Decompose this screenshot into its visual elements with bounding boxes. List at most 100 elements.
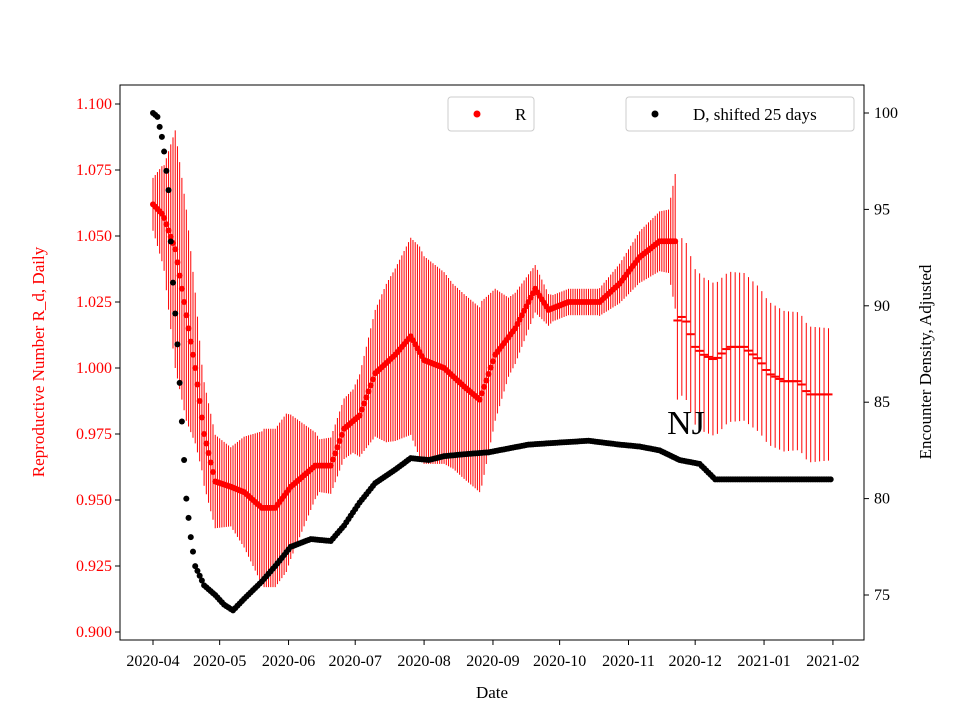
state-annotation: NJ: [667, 405, 705, 442]
left-y-tick-label: 0.975: [76, 426, 112, 443]
d-point: [183, 495, 190, 502]
legend-d: D, shifted 25 days: [625, 96, 855, 132]
r-point: [363, 394, 370, 401]
r-point: [181, 299, 188, 305]
r-point: [174, 259, 181, 266]
left-y-axis-label: Reproductive Number R_d, Daily: [29, 246, 48, 477]
left-y-tick-label: 0.950: [76, 492, 112, 509]
d-point: [165, 187, 172, 194]
left-y-tick-label: 1.100: [76, 96, 112, 113]
r-point: [356, 412, 363, 419]
r-point: [369, 376, 376, 383]
d-point: [169, 279, 176, 286]
d-point: [167, 238, 174, 245]
x-tick-label: 2020-04: [126, 653, 179, 670]
right-y-axis-label: Encounter Density, Adjusted: [916, 264, 935, 459]
r-point: [483, 377, 490, 384]
r-point: [167, 233, 174, 240]
d-point: [185, 514, 192, 521]
d-point: [194, 567, 201, 574]
d-point: [827, 476, 834, 483]
x-tick-label: 2021-02: [806, 653, 859, 670]
right-y-tick-label: 80: [874, 491, 890, 508]
d-point: [192, 563, 199, 570]
r-point: [485, 371, 492, 378]
d-point: [172, 310, 179, 317]
r-point: [209, 469, 216, 476]
r-point: [207, 459, 214, 466]
plot-frame: [119, 84, 865, 641]
left-y-tick-label: 1.025: [76, 294, 112, 311]
r-point: [165, 227, 172, 234]
legend-d-label: D, shifted 25 days: [693, 105, 817, 124]
d-point: [187, 534, 194, 541]
r-point: [672, 238, 679, 245]
right-y-tick-label: 95: [874, 201, 890, 218]
d-point: [154, 113, 161, 120]
legend-r: R: [447, 96, 535, 132]
r-point: [198, 414, 205, 421]
r-point: [192, 365, 199, 371]
r-point: [338, 431, 345, 438]
r-error-bars: [152, 130, 829, 588]
x-tick-label: 2020-12: [669, 653, 722, 670]
x-tick-label: 2020-11: [602, 653, 655, 670]
x-tick-label: 2020-06: [262, 653, 315, 670]
left-y-tick-label: 1.075: [76, 162, 112, 179]
r-point: [189, 351, 196, 358]
legend-d-marker: [651, 110, 659, 118]
d-point: [178, 418, 185, 425]
left-y-tick-label: 0.900: [76, 624, 112, 641]
x-tick-label: 2020-09: [466, 653, 519, 670]
x-tick-label: 2020-05: [193, 653, 246, 670]
d-point: [174, 341, 181, 348]
right-y-tick-label: 85: [874, 394, 890, 411]
x-tick-label: 2021-01: [737, 653, 790, 670]
d-point: [189, 548, 196, 555]
r-series: [150, 201, 833, 511]
d-point: [163, 167, 170, 174]
right-y-tick-label: 90: [874, 298, 890, 315]
x-axis-label: Date: [476, 683, 508, 702]
r-point: [196, 398, 203, 404]
left-y-axis: 0.900 0.925 0.950 0.975 1.000 1.025 1.050 1.075…: [76, 96, 120, 641]
r-point: [476, 396, 483, 403]
r-point: [327, 462, 334, 469]
r-point: [332, 450, 339, 457]
r-point: [203, 440, 210, 447]
left-y-tick-label: 0.925: [76, 558, 112, 575]
r-point: [487, 364, 494, 371]
right-y-tick-label: 100: [874, 105, 898, 122]
r-point: [205, 450, 212, 457]
x-axis: 2020-04 2020-05 2020-06 2020-07 2020-08 2020-…: [126, 640, 860, 670]
r-point: [478, 390, 485, 397]
r-point: [481, 383, 488, 390]
r-point: [201, 431, 208, 437]
left-y-tick-label: 1.000: [76, 360, 112, 377]
d-point: [156, 123, 163, 130]
r-point: [163, 221, 170, 228]
r-point: [194, 381, 201, 388]
right-y-tick-label: 75: [874, 587, 890, 604]
d-point: [181, 457, 188, 464]
d-point: [198, 577, 205, 584]
legend-r-marker: [473, 110, 481, 118]
r-point: [183, 312, 190, 319]
d-series: [150, 110, 834, 614]
d-point: [196, 572, 203, 579]
r-point: [187, 338, 194, 345]
r-point: [329, 456, 336, 463]
r-point: [176, 272, 183, 279]
r-point: [178, 285, 185, 292]
d-point: [161, 148, 168, 155]
r-point: [336, 438, 343, 445]
r-point: [358, 406, 365, 413]
x-tick-label: 2020-07: [329, 653, 382, 670]
r-point: [361, 400, 368, 407]
d-point: [176, 379, 183, 386]
r-point: [172, 246, 179, 253]
x-tick-label: 2020-08: [397, 653, 450, 670]
r-point: [365, 388, 372, 395]
r-point: [334, 444, 341, 451]
